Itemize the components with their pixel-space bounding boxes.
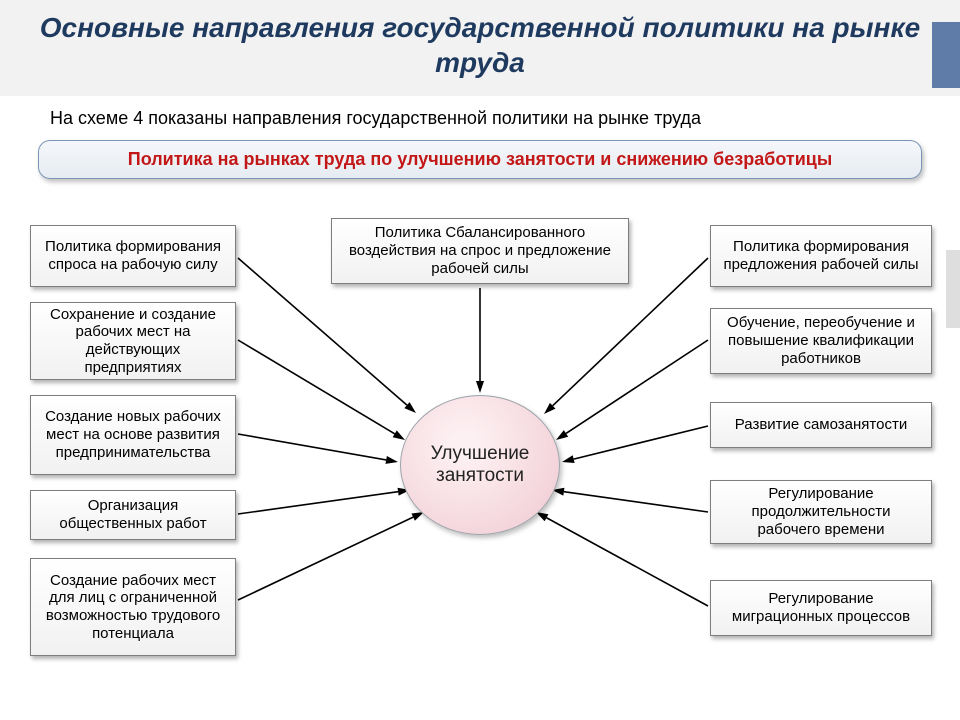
left-box-2: Создание новых рабочих мест на основе ра… bbox=[30, 395, 236, 475]
top-box: Политика Сбалансированного воздействия н… bbox=[331, 218, 629, 284]
left-box-3: Организация общественных работ bbox=[30, 490, 236, 540]
arrow-head-8 bbox=[562, 455, 575, 463]
arrow-head-5 bbox=[476, 381, 484, 393]
banner: Политика на рынках труда по улучшению за… bbox=[38, 140, 922, 179]
center-node: Улучшение занятости bbox=[400, 395, 560, 535]
arrow-line-4 bbox=[238, 517, 413, 600]
arrow-head-10 bbox=[536, 512, 548, 521]
left-box-4: Создание рабочих мест для лиц с ограниче… bbox=[30, 558, 236, 656]
arrow-head-6 bbox=[544, 403, 555, 414]
arrow-line-2 bbox=[238, 434, 386, 460]
arrow-line-3 bbox=[238, 492, 398, 514]
arrow-head-0 bbox=[404, 402, 416, 413]
right-box-4: Регулирование миграционных процессов bbox=[710, 580, 932, 636]
right-box-1: Обучение, переобучение и повышение квали… bbox=[710, 308, 932, 374]
arrow-line-8 bbox=[574, 426, 708, 459]
left-box-1: Сохранение и создание рабочих мест на де… bbox=[30, 302, 236, 380]
arrow-line-9 bbox=[564, 492, 708, 512]
right-box-3: Регулирование продолжительности рабочего… bbox=[710, 480, 932, 544]
right-box-2: Развитие самозанятости bbox=[710, 402, 932, 448]
arrow-line-1 bbox=[238, 340, 395, 434]
right-box-0: Политика формирования предложения рабоче… bbox=[710, 225, 932, 287]
arrow-line-10 bbox=[547, 518, 708, 606]
intro-text: На схеме 4 показаны направления государс… bbox=[50, 108, 910, 129]
arrow-head-2 bbox=[385, 456, 398, 464]
arrow-line-7 bbox=[566, 340, 708, 433]
page-title: Основные направления государственной пол… bbox=[0, 10, 960, 80]
side-accent bbox=[946, 250, 960, 328]
arrow-head-1 bbox=[393, 430, 405, 440]
left-box-0: Политика формирования спроса на рабочую … bbox=[30, 225, 236, 287]
arrow-head-7 bbox=[556, 430, 568, 440]
